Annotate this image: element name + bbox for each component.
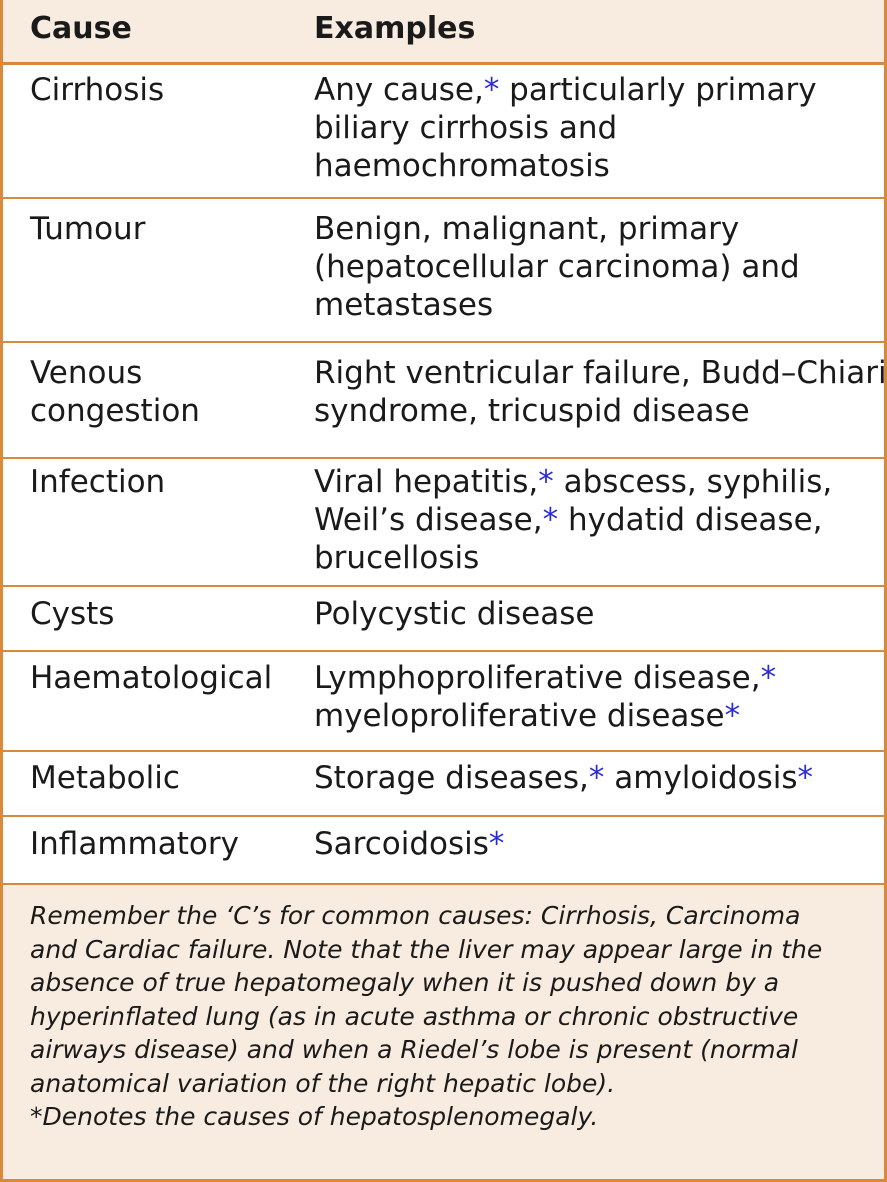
table-row: Haematological Lymphoproliferative diseas…	[3, 652, 884, 752]
footnote-text: Remember the ‘C’s for common causes: Cir…	[30, 899, 822, 1134]
examples-line: Weil’s disease,* hydatid disease,	[314, 501, 832, 539]
examples-text: brucellosis	[314, 540, 480, 576]
examples-cell: Viral hepatitis,* abscess, syphilis, Weil…	[314, 463, 832, 577]
hepatosplenomegaly-asterisk: *	[588, 760, 605, 796]
cause-cell: Metabolic	[30, 759, 180, 797]
header-cause: Cause	[30, 11, 132, 46]
examples-text: Polycystic disease	[314, 596, 595, 632]
table-header: Cause Examples	[3, 0, 884, 65]
footnote-line: Remember the ‘C’s for common causes: Cir…	[30, 901, 801, 930]
examples-text: syndrome, tricuspid disease	[314, 393, 750, 429]
examples-text: (hepatocellular carcinoma) and	[314, 249, 800, 285]
examples-line: (hepatocellular carcinoma) and	[314, 248, 800, 286]
examples-text: Right ventricular failure, Budd–Chiari	[314, 355, 887, 391]
table-row: Inflammatory Sarcoidosis*	[3, 817, 884, 885]
examples-line: biliary cirrhosis and	[314, 109, 817, 147]
examples-text: biliary cirrhosis and	[314, 110, 618, 146]
examples-line: Storage diseases,* amyloidosis*	[314, 759, 813, 797]
examples-line: Sarcoidosis*	[314, 825, 504, 863]
examples-line: brucellosis	[314, 539, 832, 577]
cause-cell: Venous congestion	[30, 354, 200, 430]
examples-text: Weil’s disease,	[314, 502, 543, 538]
examples-line: syndrome, tricuspid disease	[314, 392, 887, 430]
examples-cell: Polycystic disease	[314, 595, 594, 633]
examples-line: Lymphoproliferative disease,*	[314, 659, 776, 697]
examples-line: myeloproliferative disease*	[314, 697, 776, 735]
cause-text: Metabolic	[30, 760, 180, 796]
cause-text: Venous	[30, 355, 143, 391]
examples-text: Benign, malignant, primary	[314, 211, 740, 247]
cause-text: Haematological	[30, 660, 273, 696]
cause-cell: Tumour	[30, 210, 145, 248]
examples-text: Storage diseases,	[314, 760, 589, 796]
hepatosplenomegaly-asterisk: *	[538, 464, 554, 500]
examples-text: Viral hepatitis,	[314, 464, 539, 500]
footnote-line: *Denotes the causes of hepatosplenomegal…	[30, 1102, 599, 1131]
examples-text: Lymphoproliferative disease,	[314, 660, 761, 696]
hepatosplenomegaly-asterisk: *	[483, 72, 500, 108]
cause-text: Cirrhosis	[30, 72, 165, 108]
examples-cell: Sarcoidosis*	[314, 825, 504, 863]
cause-cell: Cysts	[30, 595, 114, 633]
examples-text: myeloproliferative disease	[314, 698, 725, 734]
examples-line: metastases	[314, 286, 800, 324]
cause-cell: Infection	[30, 463, 165, 501]
examples-text: amyloidosis	[604, 760, 798, 796]
examples-line: Right ventricular failure, Budd–Chiari	[314, 354, 887, 392]
header-examples: Examples	[314, 11, 476, 46]
cause-cell: Cirrhosis	[30, 71, 164, 109]
examples-text: abscess, syphilis,	[553, 464, 833, 500]
examples-text: particularly primary	[499, 72, 817, 108]
examples-cell: Benign, malignant, primary (hepatocellula…	[314, 210, 800, 324]
examples-line: Polycystic disease	[314, 595, 594, 633]
examples-line: haemochromatosis	[314, 147, 817, 185]
hepatosplenomegaly-asterisk: *	[797, 760, 814, 796]
table-row: Tumour Benign, malignant, primary (hepatoc…	[3, 199, 884, 343]
table-footnote: Remember the ‘C’s for common causes: Cir…	[3, 885, 884, 1179]
footnote-line: hyperinflated lung (as in acute asthma o…	[30, 1001, 799, 1031]
table-row: Infection Viral hepatitis,* abscess, syph…	[3, 459, 884, 587]
footnote-line: airways disease) and when a Riedel’s lob…	[30, 1035, 798, 1064]
examples-text: Sarcoidosis	[314, 826, 489, 862]
cause-text: congestion	[30, 393, 200, 429]
cause-cell: Inflammatory	[30, 825, 239, 863]
footnote-line: absence of true hepatomegaly when it is …	[30, 968, 780, 997]
footnote-line: anatomical variation of the right hepati…	[30, 1068, 616, 1098]
cause-cell: Haematological	[30, 659, 272, 697]
examples-line: Benign, malignant, primary	[314, 210, 800, 248]
cause-text: Infection	[30, 464, 166, 500]
examples-cell: Storage diseases,* amyloidosis*	[314, 759, 813, 797]
examples-text: hydatid disease,	[558, 502, 823, 538]
examples-text: metastases	[314, 287, 494, 323]
examples-cell: Any cause,* particularly primary biliary …	[314, 71, 817, 185]
cause-text: Tumour	[30, 211, 146, 247]
examples-line: Any cause,* particularly primary	[314, 71, 817, 109]
table-row: Cysts Polycystic disease	[3, 587, 884, 652]
hepatosplenomegaly-asterisk: *	[760, 660, 777, 696]
examples-cell: Right ventricular failure, Budd–Chiari sy…	[314, 354, 887, 430]
table-row: Venous congestion Right ventricular failur…	[3, 343, 887, 459]
table-row: Metabolic Storage diseases,* amyloidosis*	[3, 752, 884, 817]
examples-cell: Lymphoproliferative disease,* myeloprolif…	[314, 659, 776, 735]
examples-text: Any cause,	[314, 72, 484, 108]
examples-text: haemochromatosis	[314, 148, 610, 184]
table-row: Cirrhosis Any cause,* particularly primar…	[3, 65, 884, 199]
hepatosplenomegaly-asterisk: *	[542, 502, 559, 538]
cause-text: Cysts	[30, 596, 115, 632]
hepatosplenomegaly-asterisk: *	[724, 698, 741, 734]
cause-text: Inflammatory	[30, 826, 239, 862]
footnote-line: and Cardiac failure. Note that the liver…	[30, 934, 823, 964]
examples-line: Viral hepatitis,* abscess, syphilis,	[314, 463, 832, 501]
hepatosplenomegaly-asterisk: *	[488, 826, 505, 862]
